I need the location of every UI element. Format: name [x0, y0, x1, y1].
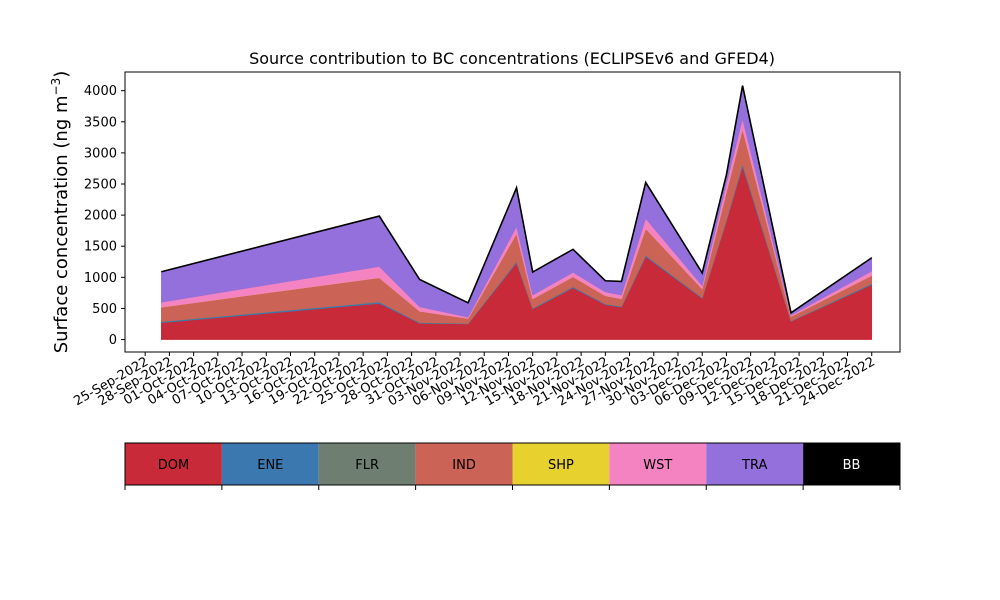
legend-swatch-ind	[415, 443, 513, 485]
legend-label-wst: WST	[643, 458, 672, 473]
legend-label-dom: DOM	[158, 458, 189, 473]
plot-area	[124, 71, 901, 353]
y-axis-label-close: )	[51, 71, 72, 78]
y-axis-label: Surface concentration (ng m−3)	[49, 71, 72, 354]
legend-label-ind: IND	[452, 458, 476, 473]
y-tick-label: 2500	[84, 178, 117, 193]
plot-frame	[124, 71, 901, 353]
legend-swatch-flr	[318, 443, 416, 485]
y-tick-label: 3500	[84, 115, 117, 130]
y-tick-label: 1000	[84, 271, 117, 286]
y-tick-label: 2000	[84, 209, 117, 224]
legend-label-shp: SHP	[548, 458, 574, 473]
legend-label-ene: ENE	[257, 458, 283, 473]
y-axis: 0 500 1000 1500 2000 2500 3000 3500 4000	[84, 84, 125, 348]
legend-swatch-ene	[221, 443, 319, 485]
y-tick-label: 500	[92, 302, 117, 317]
chart-title: Source contribution to BC concentrations…	[249, 49, 775, 68]
legend-label-tra: TRA	[741, 458, 767, 473]
y-tick-label: 4000	[84, 84, 117, 99]
legend-label-bb: BB	[843, 458, 861, 473]
legend-swatch-shp	[512, 443, 610, 485]
y-axis-label-main: Surface concentration (ng m	[51, 95, 72, 353]
y-tick-label: 0	[109, 333, 117, 348]
legend-swatch-wst	[609, 443, 707, 485]
legend-swatch-bb	[803, 443, 900, 485]
area-layers	[161, 85, 873, 340]
y-tick-label: 3000	[84, 146, 117, 161]
legend-label-flr: FLR	[355, 458, 379, 473]
legend-swatch-dom	[125, 443, 222, 485]
legend-swatch-tra	[706, 443, 804, 485]
x-axis: 25-Sep-202228-Sep-202201-Oct-202204-Oct-…	[71, 352, 878, 410]
y-tick-label: 1500	[84, 240, 117, 255]
total-outline-line	[161, 85, 873, 315]
legend: DOM ENE FLR IND SHP WST TRA BB	[124, 442, 901, 490]
y-axis-label-sup: −3	[49, 78, 63, 96]
